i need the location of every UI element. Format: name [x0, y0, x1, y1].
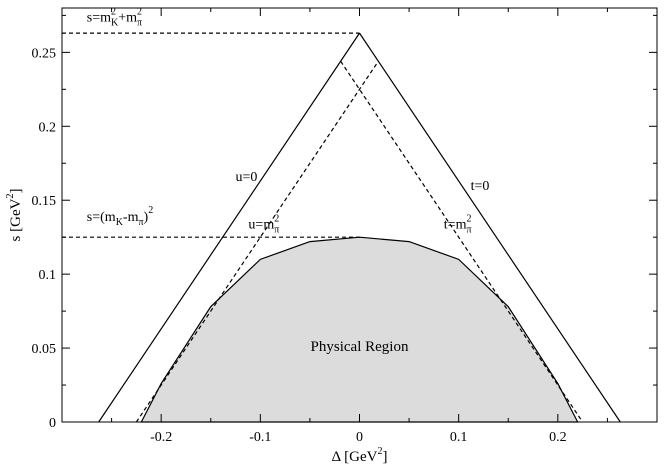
x-tick-label: 0.2 — [549, 430, 567, 445]
y-tick-label: 0 — [49, 416, 56, 431]
x-axis-ticks: -0.2 -0.1 0 0.1 0.2 — [111, 8, 608, 445]
x-tick-label: 0 — [356, 430, 363, 445]
annotation-0: s=m2K​+m2π​ — [87, 6, 142, 28]
x-tick-label: 0.1 — [450, 430, 468, 445]
physical-region-label: Physical Region — [311, 339, 409, 355]
y-tick-label: 0.15 — [32, 194, 57, 209]
x-tick-label: -0.1 — [249, 430, 271, 445]
x-tick-label: -0.2 — [150, 430, 172, 445]
annotation-5: t=m2π​ — [444, 213, 472, 235]
y-tick-label: 0.05 — [32, 342, 57, 357]
physical-region-area — [140, 236, 579, 423]
line-t-mpi2 — [340, 60, 584, 423]
x-axis-label: Δ [GeV2] — [332, 446, 388, 465]
boundary-lines — [62, 32, 621, 423]
y-axis-ticks: 0 0.05 0.1 0.15 0.2 0.25 — [32, 14, 657, 431]
y-tick-label: 0.25 — [32, 46, 57, 61]
y-axis-label: s [GeV2] — [5, 189, 24, 242]
annotation-2: u=0 — [236, 170, 258, 185]
line-u-mpi2 — [135, 60, 379, 423]
y-tick-label: 0.1 — [39, 268, 57, 283]
annotations: s=m2K​+m2π​ s=(mK-mπ)2 u=0 t=0 u=m2π​ t=m2π​ — [87, 6, 490, 235]
annotation-3: t=0 — [471, 179, 490, 194]
line-t-0 — [359, 32, 621, 423]
y-tick-label: 0.2 — [39, 120, 57, 135]
annotation-1: s=(mK-mπ)2 — [87, 205, 153, 228]
line-u-0 — [98, 32, 360, 423]
annotation-4: u=m2π​ — [248, 213, 279, 235]
